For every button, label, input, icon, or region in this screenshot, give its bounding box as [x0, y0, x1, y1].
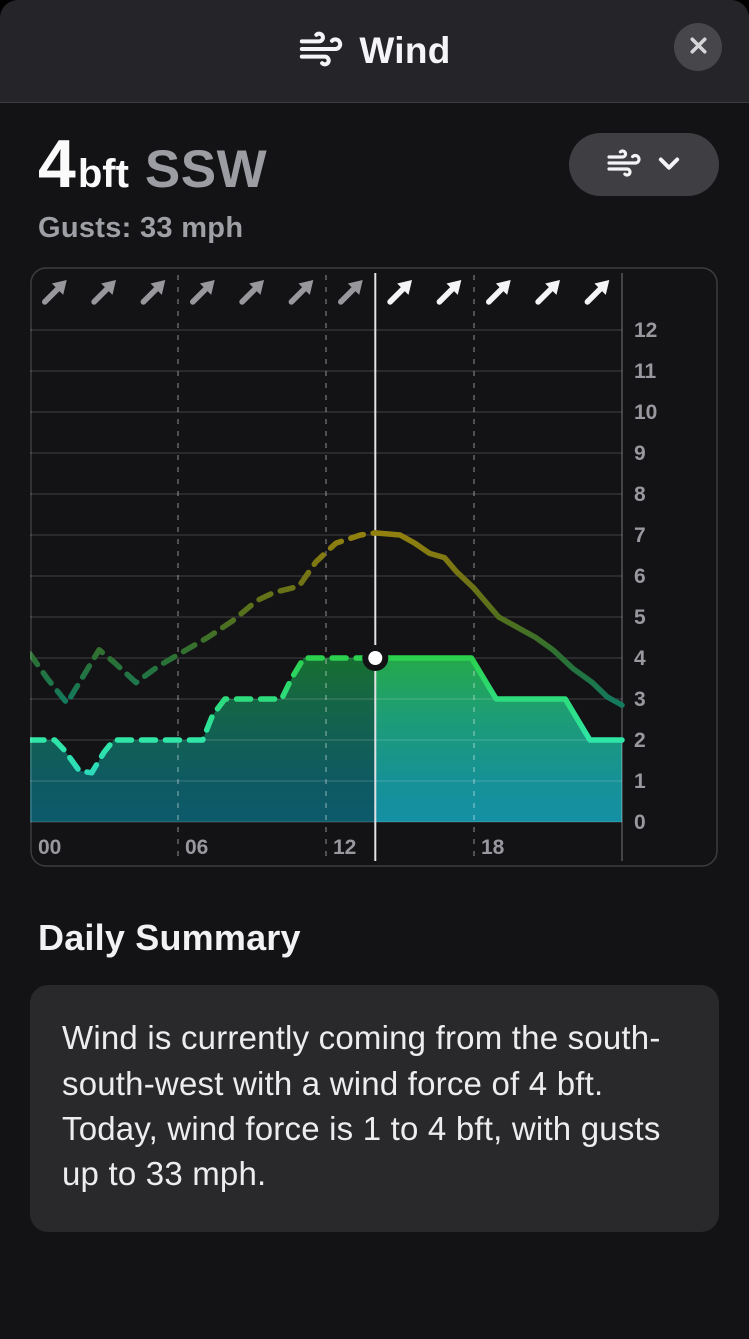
wind-direction-arrow-icon [436, 280, 462, 306]
daily-summary-text: Wind is currently coming from the south-… [62, 1019, 661, 1192]
current-wind-row: 4 bft SSW [38, 126, 719, 202]
y-axis-label: 7 [634, 524, 646, 547]
sheet-header: Wind [0, 0, 749, 103]
x-axis-label: 06 [185, 836, 208, 859]
wind-icon [298, 26, 344, 77]
y-axis-label: 2 [634, 729, 646, 752]
y-axis-label: 4 [634, 647, 646, 670]
wind-icon [606, 145, 642, 184]
wind-direction-arrow-icon [584, 280, 610, 306]
y-axis-label: 8 [634, 483, 646, 506]
gusts-line-future [372, 530, 625, 709]
x-axis-label: 12 [333, 836, 356, 859]
daily-summary-heading: Daily Summary [38, 917, 301, 959]
now-marker-dot [368, 651, 383, 666]
daily-summary-card: Wind is currently coming from the south-… [30, 985, 719, 1233]
y-axis-label: 11 [634, 360, 657, 383]
wind-force-unit: bft [77, 152, 129, 196]
wind-direction-arrow-icon [42, 280, 67, 306]
gusts-line-past [30, 530, 379, 707]
force-line-future [372, 655, 625, 744]
wind-direction-arrow-icon [239, 280, 265, 306]
close-button[interactable] [674, 23, 722, 71]
gusts-value: Gusts: 33 mph [38, 212, 244, 245]
y-axis-label: 12 [634, 319, 657, 342]
chart-metric-dropdown[interactable] [569, 133, 719, 196]
y-axis-label: 6 [634, 565, 646, 588]
x-axis-label: 18 [481, 836, 505, 859]
wind-chart[interactable]: 0 1 2 3 4 5 6 7 8 9 10 11 12 00 06 12 18 [30, 267, 718, 868]
wind-direction-arrow-icon [288, 280, 314, 306]
y-axis-label: 0 [634, 811, 646, 834]
wind-direction-arrow-icon [535, 280, 561, 306]
y-axis-label: 5 [634, 606, 646, 629]
y-axis-label: 3 [634, 688, 646, 711]
page-title: Wind [359, 30, 451, 71]
force-line-past [30, 655, 379, 776]
chevron-down-icon [655, 149, 683, 180]
y-axis-label: 9 [634, 442, 646, 465]
current-conditions: 4 bft SSW Gusts: 33 mph [0, 103, 749, 245]
wind-direction-arrow-icon [387, 280, 413, 306]
wind-direction-arrow-icon [190, 280, 215, 306]
y-axis-label: 10 [634, 401, 657, 424]
y-axis-label: 1 [634, 770, 646, 793]
wind-direction: SSW [144, 140, 268, 199]
close-icon [686, 33, 711, 61]
sheet-title: Wind [298, 26, 450, 77]
wind-direction-arrow-icon [338, 280, 363, 306]
wind-direction-arrow-icon [140, 280, 166, 306]
wind-direction-arrow-icon [91, 280, 117, 306]
x-axis-label: 00 [38, 836, 61, 859]
wind-force-value: 4 [38, 126, 76, 202]
wind-direction-arrow-icon [486, 280, 511, 306]
